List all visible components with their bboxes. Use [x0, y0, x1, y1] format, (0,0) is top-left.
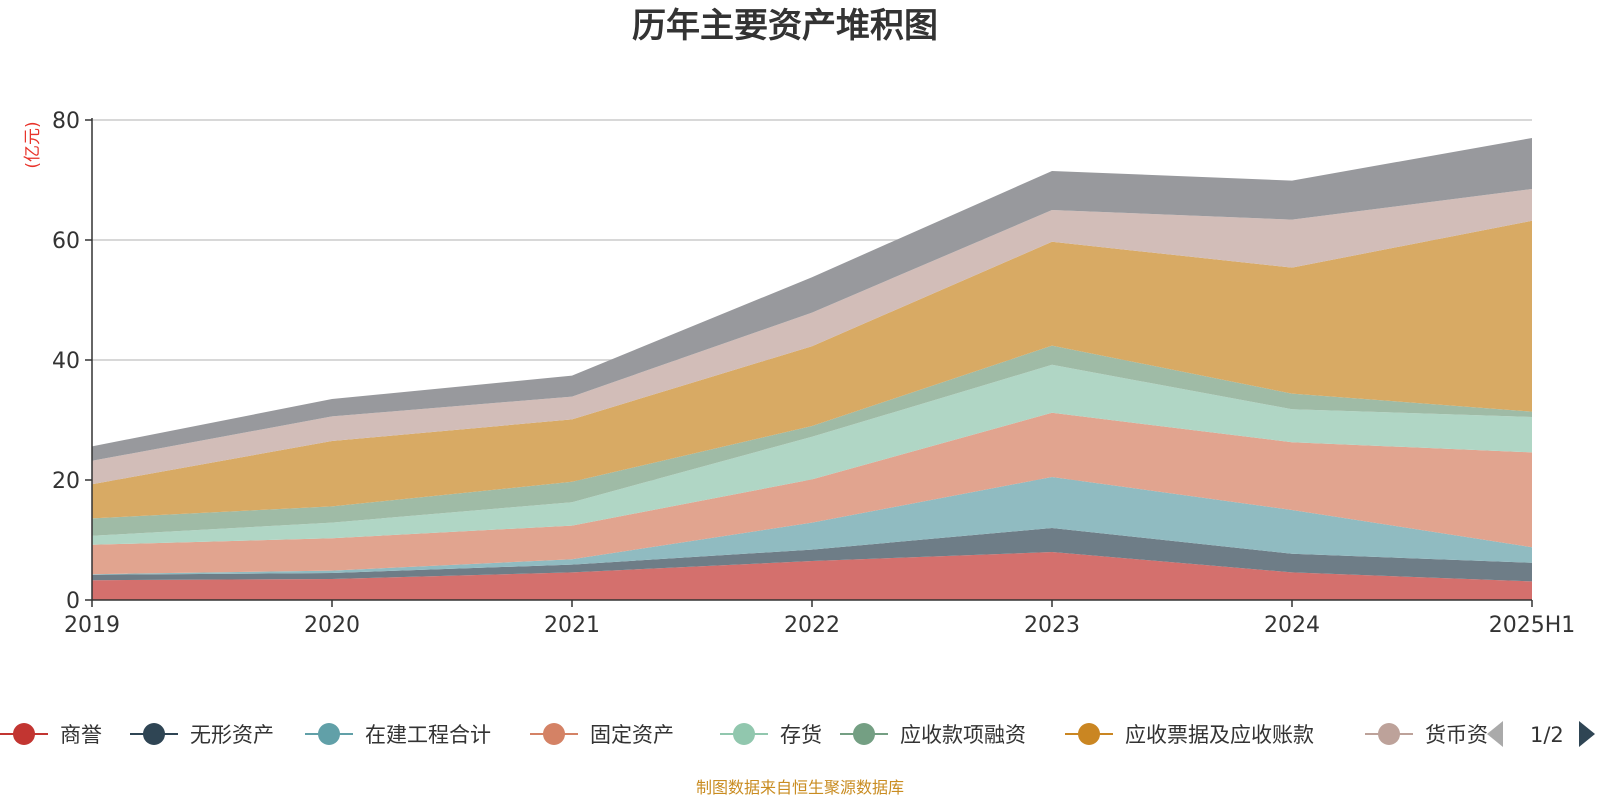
legend-item[interactable]: 商誉	[0, 723, 102, 747]
legend-label: 无形资产	[190, 723, 274, 747]
legend-marker-icon	[733, 723, 755, 745]
legend-page-indicator: 1/2	[1530, 723, 1564, 747]
x-tick-label: 2019	[64, 613, 120, 638]
area-series-4	[92, 412, 1532, 575]
area-series-2	[92, 528, 1532, 582]
y-tick-label: 40	[52, 349, 80, 374]
legend-item[interactable]: 应收款项融资	[840, 723, 1026, 747]
source-note: 制图数据来自恒生聚源数据库	[696, 778, 904, 797]
chart-title: 历年主要资产堆积图	[632, 6, 938, 46]
area-series-3	[92, 477, 1532, 575]
x-tick-label: 2024	[1264, 613, 1320, 638]
legend-label: 应收票据及应收账款	[1125, 723, 1314, 747]
legend-next-page-icon[interactable]	[1579, 721, 1595, 747]
area-series-5	[92, 364, 1532, 545]
legend-marker-icon	[318, 723, 340, 745]
x-tick-label: 2020	[304, 613, 360, 638]
legend-item[interactable]: 无形资产	[130, 723, 274, 747]
y-axis-ticks: 0 20 40 60 80	[52, 109, 92, 614]
legend-label: 应收款项融资	[900, 723, 1026, 747]
x-tick-label: 2022	[784, 613, 840, 638]
legend-item[interactable]: 存货	[720, 723, 822, 747]
y-unit-label: (亿元)	[23, 121, 43, 168]
y-tick-label: 0	[66, 589, 80, 614]
legend-label: 在建工程合计	[365, 723, 491, 747]
legend-marker-icon	[853, 723, 875, 745]
y-tick-label: 20	[52, 469, 80, 494]
y-tick-label: 80	[52, 109, 80, 134]
legend-label: 固定资产	[590, 723, 674, 747]
legend-marker-icon	[543, 723, 565, 745]
y-tick-label: 60	[52, 229, 80, 254]
legend-item[interactable]: 货币资	[1365, 723, 1488, 747]
area-series-6	[92, 345, 1532, 536]
legend-item[interactable]: 固定资产	[530, 723, 674, 747]
legend-marker-icon	[1078, 723, 1100, 745]
area-series-7	[92, 220, 1532, 519]
legend-marker-icon	[13, 723, 35, 745]
legend: 商誉 无形资产 在建工程合计 固定资产 存货 应收款项融资 应收票据及应收账款 货币资	[0, 723, 1488, 747]
area-series-1	[92, 552, 1532, 600]
legend-item[interactable]: 在建工程合计	[305, 723, 491, 747]
legend-label: 货币资	[1425, 723, 1488, 747]
legend-marker-icon	[143, 723, 165, 745]
legend-pager: 1/2	[1487, 721, 1595, 747]
legend-label: 商誉	[60, 723, 102, 747]
x-tick-label: 2025H1	[1489, 613, 1576, 638]
legend-marker-icon	[1378, 723, 1400, 745]
area-series-8	[92, 189, 1532, 485]
area-series-9	[92, 138, 1532, 461]
x-tick-label: 2023	[1024, 613, 1080, 638]
legend-prev-page-icon[interactable]	[1487, 721, 1503, 747]
stacked-areas	[92, 138, 1532, 600]
legend-label: 存货	[780, 723, 822, 747]
x-tick-label: 2021	[544, 613, 600, 638]
x-axis-ticks: 2019 2020 2021 2022 2023 2024 2025H1	[64, 600, 1575, 638]
legend-item[interactable]: 应收票据及应收账款	[1065, 723, 1314, 747]
